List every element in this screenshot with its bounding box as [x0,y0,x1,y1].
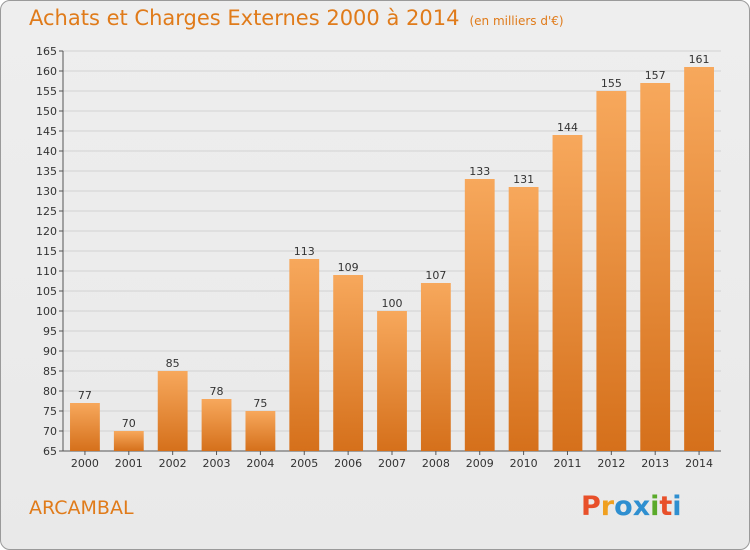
logo-letter: i [672,491,682,522]
x-tick-label: 2009 [466,457,494,470]
bar [333,275,364,451]
y-tick-label: 65 [43,445,57,458]
bar-value-label: 70 [122,417,136,430]
commune-name: ARCAMBAL [29,497,134,519]
bar [552,135,583,451]
bar-value-label: 161 [689,53,710,66]
y-tick-label: 100 [36,305,57,318]
bar-value-label: 78 [210,385,224,398]
bar [596,91,627,451]
bar-value-label: 77 [78,389,92,402]
bar-value-label: 155 [601,77,622,90]
x-tick-label: 2000 [71,457,99,470]
y-tick-label: 110 [36,265,57,278]
y-tick-label: 145 [36,125,57,138]
x-tick-label: 2006 [334,457,362,470]
y-tick-label: 120 [36,225,57,238]
y-tick-label: 95 [43,325,57,338]
bar [377,311,407,451]
bar [157,371,188,451]
x-tick-label: 2008 [422,457,450,470]
x-tick-label: 2002 [159,457,187,470]
bar-value-label: 100 [382,297,403,310]
y-tick-label: 70 [43,425,57,438]
bars-layer [70,67,714,451]
bar-value-label: 107 [425,269,446,282]
bar [289,259,320,451]
chart-title: Achats et Charges Externes 2000 à 2014 (e… [29,6,564,30]
logo-letter: t [659,491,673,522]
logo-letter: P [581,491,601,522]
y-tick-label: 130 [36,185,57,198]
x-tick-label: 2011 [553,457,581,470]
bar-value-label: 144 [557,121,578,134]
bar [245,411,276,451]
chart-title-text: Achats et Charges Externes 2000 à 2014 [29,6,460,30]
bar [684,67,714,451]
logo-letter: o [614,491,633,522]
x-tick-label: 2012 [597,457,625,470]
logo-letter: i [650,491,660,522]
bar [420,283,451,451]
y-tick-label: 140 [36,145,57,158]
y-tick-label: 115 [36,245,57,258]
x-tick-label: 2007 [378,457,406,470]
y-tick-label: 155 [36,85,57,98]
y-tick-label: 135 [36,165,57,178]
x-tick-label: 2003 [203,457,231,470]
bar [640,83,671,451]
y-tick-label: 125 [36,205,57,218]
x-tick-label: 2014 [685,457,713,470]
y-tick-label: 75 [43,405,57,418]
y-tick-label: 90 [43,345,57,358]
y-tick-label: 165 [36,45,57,58]
proxiti-logo: Proxiti [581,491,682,522]
logo-letter: x [632,491,651,522]
x-tick-label: 2005 [290,457,318,470]
x-tick-label: 2004 [246,457,274,470]
bar-value-label: 109 [338,261,359,274]
chart-subtitle: (en milliers d'€) [469,14,564,28]
y-tick-label: 160 [36,65,57,78]
bar-value-label: 85 [166,357,180,370]
y-tick-label: 105 [36,285,57,298]
y-tick-label: 150 [36,105,57,118]
bar-value-label: 75 [253,397,267,410]
x-tick-label: 2013 [641,457,669,470]
bar-value-label: 113 [294,245,315,258]
bar-value-label: 157 [645,69,666,82]
y-tick-label: 85 [43,365,57,378]
logo-letter: r [600,491,615,522]
bar [508,187,539,451]
labels-layer: 65 70 75 80 85 90 95 100 105 110 115 120 125 130 135 14… [36,45,713,470]
bar-value-label: 133 [469,165,490,178]
x-tick-label: 2001 [115,457,143,470]
bar-value-label: 131 [513,173,534,186]
bar [201,399,232,451]
y-tick-label: 80 [43,385,57,398]
bar [113,431,144,451]
bar [70,403,100,451]
bar [464,179,495,451]
x-tick-label: 2010 [510,457,538,470]
